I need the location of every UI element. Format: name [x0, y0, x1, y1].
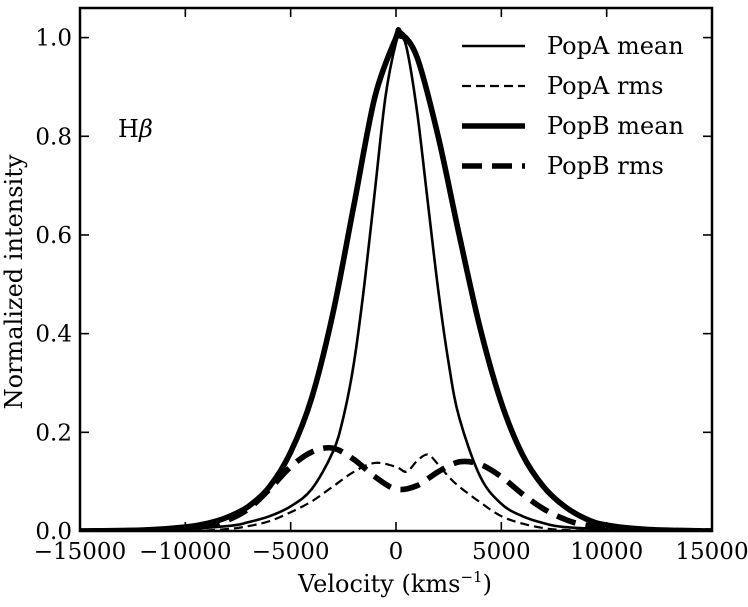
x-tick-label: 5000	[472, 539, 531, 565]
series-line-3	[80, 27, 712, 531]
line-annotation: Hβ	[118, 115, 153, 143]
x-tick-label: −5000	[252, 539, 330, 565]
plot-area	[80, 27, 712, 531]
y-tick-label: 1.0	[35, 26, 72, 52]
x-axis-label: Velocity (kms−1)	[297, 568, 492, 598]
legend: PopA mean PopA rms PopB mean PopB rms	[462, 32, 684, 180]
y-tick-label: 0.0	[35, 519, 72, 545]
x-tick-label: 0	[389, 539, 404, 565]
y-tick-label: 0.4	[35, 322, 72, 348]
series-line-4	[80, 444, 712, 531]
series-line-2	[80, 453, 712, 531]
y-tick-label: 0.8	[35, 124, 72, 150]
y-axis-label: Normalized intensity	[0, 154, 28, 409]
y-tick-label: 0.2	[35, 420, 72, 446]
series-line-1	[80, 34, 712, 531]
x-tick-label: −15000	[34, 539, 126, 565]
legend-label-2: PopA rms	[547, 72, 664, 100]
x-tick-label: 10000	[570, 539, 643, 565]
y-tick-label: 0.6	[35, 223, 72, 249]
x-tick-label: −10000	[139, 539, 231, 565]
legend-label-1: PopA mean	[547, 32, 684, 60]
legend-label-3: PopB mean	[547, 112, 684, 140]
legend-label-4: PopB rms	[547, 152, 664, 180]
x-tick-label: 15000	[675, 539, 748, 565]
axes: −15000 −10000 −5000 0 5000 10000 15000 0.0 0.2 0.…	[34, 6, 748, 565]
